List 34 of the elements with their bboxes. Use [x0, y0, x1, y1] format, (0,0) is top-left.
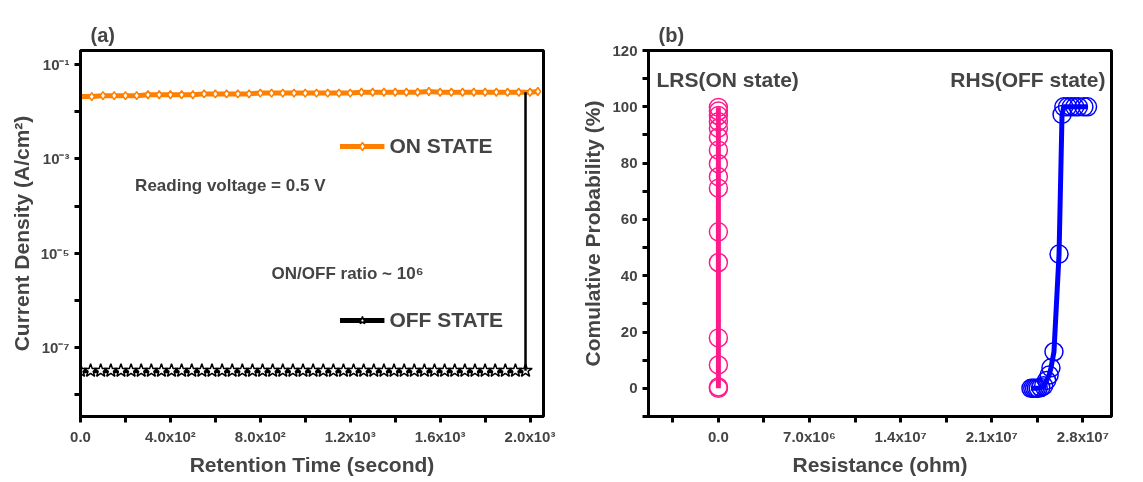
x-tick-label: 0.0 [707, 427, 729, 445]
annotation: ON/OFF ratio ~ 10⁶ [271, 264, 424, 284]
x-axis-title: Resistance (ohm) [792, 452, 968, 476]
x-tick-label: 4.0x10² [144, 427, 196, 445]
legend-label: ON STATE [389, 134, 493, 158]
x-tick-label: 8.0x10² [234, 427, 286, 445]
x-tick-label: 2.1x10⁷ [965, 427, 1018, 445]
y-tick-label: 10⁻⁵ [40, 244, 70, 262]
x-tick-label: 2.0x10³ [504, 427, 556, 445]
x-tick-label: 1.6x10³ [414, 427, 466, 445]
x-axis-title: Retention Time (second) [189, 452, 435, 476]
chart-title: (a) [90, 23, 115, 46]
y-tick-label: 60 [620, 210, 638, 228]
x-tick-label: 7.0x10⁶ [783, 427, 836, 445]
y-axis-title: Current Density (A/cm²) [9, 115, 33, 352]
y-tick-label: 120 [612, 41, 638, 59]
x-tick-label: 1.2x10³ [324, 427, 376, 445]
x-tick-label: 1.4x10⁷ [874, 427, 927, 445]
legend-label: OFF STATE [389, 308, 503, 332]
x-tick-label: 2.8x10⁷ [1056, 427, 1109, 445]
y-tick-label: 40 [620, 266, 638, 284]
y-tick-label: 100 [612, 97, 638, 115]
y-tick-label: 80 [620, 154, 638, 172]
series-label: LRS(ON state) [656, 68, 799, 92]
series-label: RHS(OFF state) [950, 68, 1106, 92]
x-tick-label: 0.0 [70, 427, 91, 445]
y-tick-label: 10⁻¹ [42, 56, 70, 74]
y-tick-label: 10⁻³ [42, 150, 70, 168]
y-tick-label: 10⁻⁷ [41, 338, 70, 356]
y-axis-title: Comulative Probability (%) [581, 100, 605, 367]
annotation: Reading voltage = 0.5 V [135, 175, 327, 195]
y-tick-label: 0 [629, 379, 638, 397]
y-tick-label: 20 [620, 323, 638, 341]
chart-title: (b) [658, 23, 685, 46]
